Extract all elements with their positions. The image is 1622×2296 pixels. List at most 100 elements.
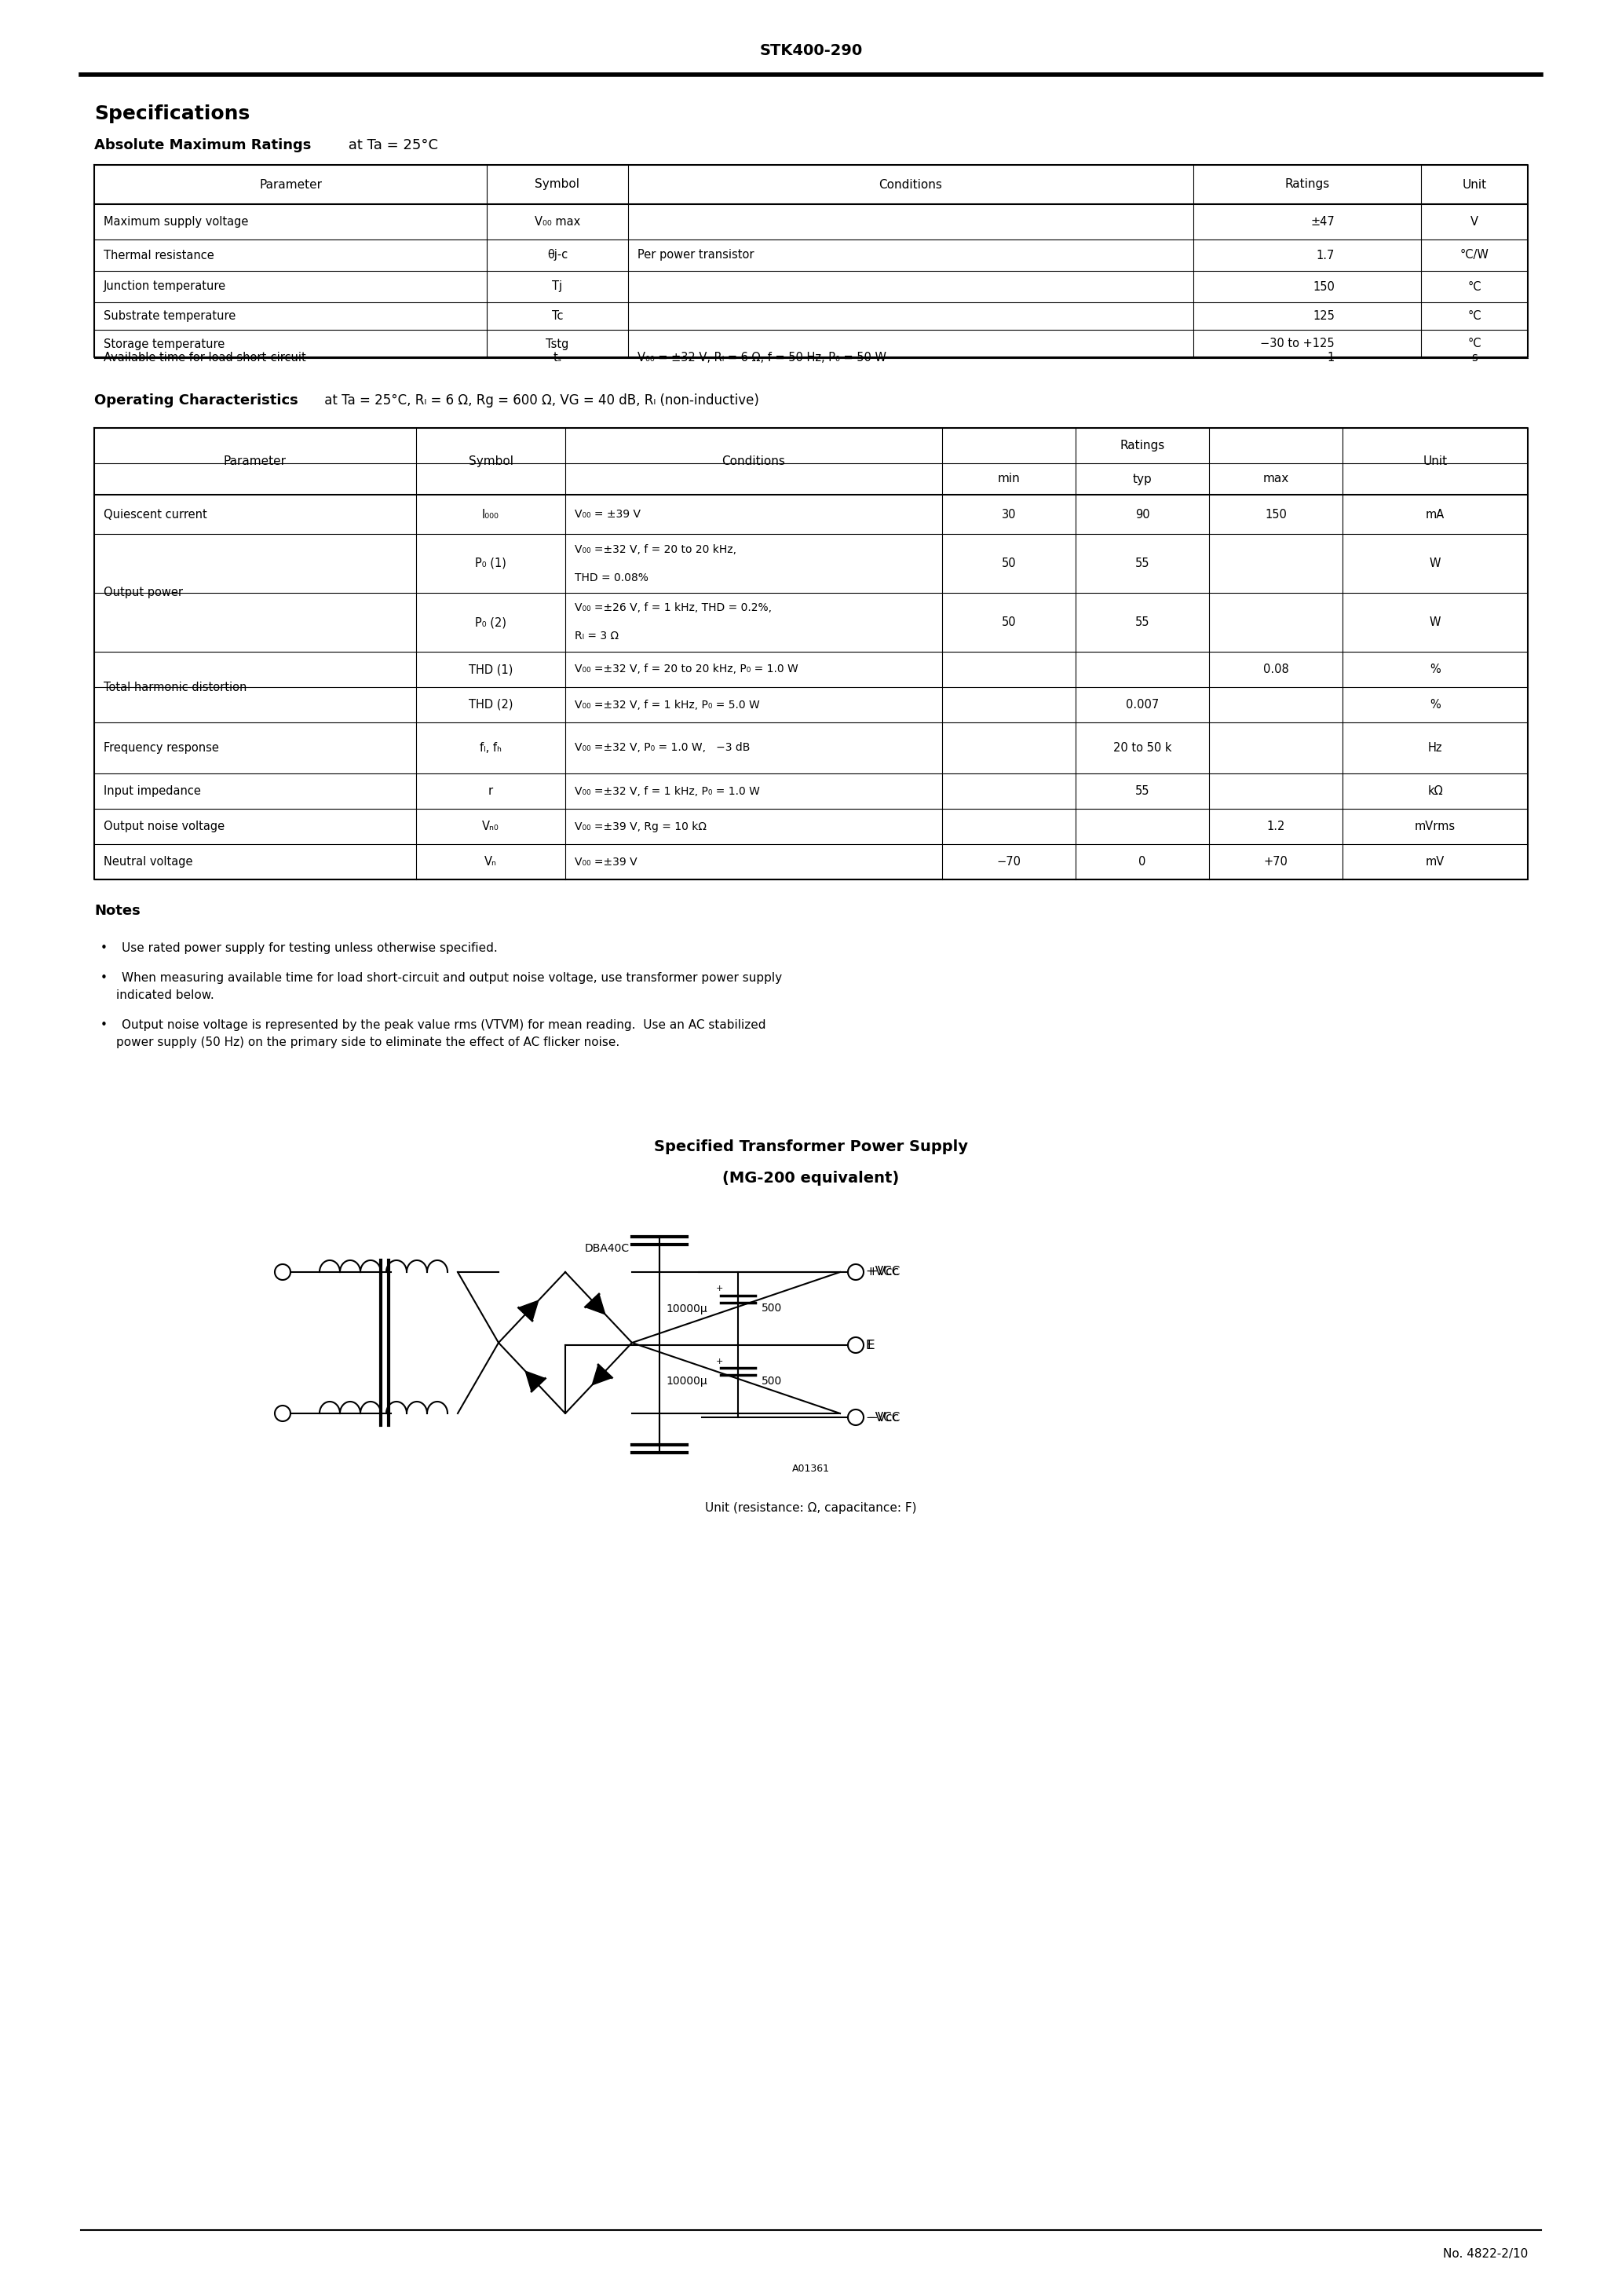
Text: Tstg: Tstg xyxy=(547,338,569,349)
Text: When measuring available time for load short-circuit and output noise voltage, u: When measuring available time for load s… xyxy=(122,971,782,985)
Text: No. 4822-2/10: No. 4822-2/10 xyxy=(1444,2248,1528,2259)
Text: °C: °C xyxy=(1468,280,1481,292)
Text: +: + xyxy=(715,1357,723,1366)
Text: Parameter: Parameter xyxy=(260,179,321,191)
Text: mVrms: mVrms xyxy=(1414,820,1455,833)
Text: Neutral voltage: Neutral voltage xyxy=(104,856,193,868)
Text: +VCC: +VCC xyxy=(865,1265,900,1279)
Text: max: max xyxy=(1262,473,1289,484)
Text: 1.2: 1.2 xyxy=(1267,820,1285,833)
Text: (MG-200 equivalent): (MG-200 equivalent) xyxy=(722,1171,900,1185)
Text: Storage temperature: Storage temperature xyxy=(104,338,225,349)
Text: Output noise voltage is represented by the peak value rms (VTVM) for mean readin: Output noise voltage is represented by t… xyxy=(122,1019,766,1031)
Text: W: W xyxy=(1429,615,1440,629)
Text: •: • xyxy=(101,1019,107,1031)
Text: 50: 50 xyxy=(1001,558,1015,569)
Text: typ: typ xyxy=(1132,473,1152,484)
Text: P₀ (1): P₀ (1) xyxy=(475,558,506,569)
Text: Tj: Tj xyxy=(551,280,563,292)
Text: THD (2): THD (2) xyxy=(469,698,513,712)
Text: V₀₀ =±32 V, f = 1 kHz, P₀ = 5.0 W: V₀₀ =±32 V, f = 1 kHz, P₀ = 5.0 W xyxy=(574,700,759,709)
Text: Junction temperature: Junction temperature xyxy=(104,280,225,292)
Text: •: • xyxy=(101,941,107,955)
Text: θj-c: θj-c xyxy=(547,250,568,262)
Text: Unit (resistance: Ω, capacitance: F): Unit (resistance: Ω, capacitance: F) xyxy=(706,1502,916,1513)
Text: kΩ: kΩ xyxy=(1427,785,1444,797)
Text: Tc: Tc xyxy=(551,310,563,321)
Text: 55: 55 xyxy=(1135,785,1150,797)
Text: −30 to +125: −30 to +125 xyxy=(1260,338,1335,349)
Text: +Vᴄᴄ: +Vᴄᴄ xyxy=(868,1265,899,1279)
Text: r: r xyxy=(488,785,493,797)
Text: STK400-290: STK400-290 xyxy=(759,44,863,57)
Polygon shape xyxy=(592,1364,611,1384)
Polygon shape xyxy=(526,1371,545,1391)
Text: V₀₀ max: V₀₀ max xyxy=(535,216,581,227)
Text: P₀ (2): P₀ (2) xyxy=(475,615,506,629)
Text: 20 to 50 k: 20 to 50 k xyxy=(1113,742,1171,753)
Text: Vₙ: Vₙ xyxy=(485,856,496,868)
Text: %: % xyxy=(1429,664,1440,675)
Text: mA: mA xyxy=(1426,507,1445,521)
Polygon shape xyxy=(519,1300,539,1320)
Text: Vₙ₀: Vₙ₀ xyxy=(482,820,500,833)
Polygon shape xyxy=(586,1295,605,1313)
Text: Thermal resistance: Thermal resistance xyxy=(104,250,214,262)
Text: +70: +70 xyxy=(1264,856,1288,868)
Text: power supply (50 Hz) on the primary side to eliminate the effect of AC flicker n: power supply (50 Hz) on the primary side… xyxy=(117,1035,620,1049)
Text: V₀₀ =±26 V, f = 1 kHz, THD = 0.2%,: V₀₀ =±26 V, f = 1 kHz, THD = 0.2%, xyxy=(574,602,772,613)
Text: Per power transistor: Per power transistor xyxy=(637,250,754,262)
Text: %: % xyxy=(1429,698,1440,712)
Text: mV: mV xyxy=(1426,856,1445,868)
Text: 30: 30 xyxy=(1001,507,1015,521)
Text: 125: 125 xyxy=(1312,310,1335,321)
Text: Operating Characteristics: Operating Characteristics xyxy=(94,393,298,406)
Text: Specifications: Specifications xyxy=(94,103,250,124)
Text: V₀₀ =±32 V, P₀ = 1.0 W,   −3 dB: V₀₀ =±32 V, P₀ = 1.0 W, −3 dB xyxy=(574,742,749,753)
Text: +: + xyxy=(715,1286,723,1293)
Text: V₀₀ =±39 V: V₀₀ =±39 V xyxy=(574,856,637,868)
Text: 10000μ: 10000μ xyxy=(665,1304,707,1313)
Text: Quiescent current: Quiescent current xyxy=(104,507,208,521)
Text: Absolute Maximum Ratings: Absolute Maximum Ratings xyxy=(94,138,311,152)
Text: °C: °C xyxy=(1468,310,1481,321)
Text: Parameter: Parameter xyxy=(224,455,287,466)
Text: Maximum supply voltage: Maximum supply voltage xyxy=(104,216,248,227)
Text: V: V xyxy=(1471,216,1478,227)
Text: V₀₀ = ±32 V, Rₗ = 6 Ω, f = 50 Hz, P₀ = 50 W: V₀₀ = ±32 V, Rₗ = 6 Ω, f = 50 Hz, P₀ = 5… xyxy=(637,351,886,363)
Text: V₀₀ =±32 V, f = 20 to 20 kHz,: V₀₀ =±32 V, f = 20 to 20 kHz, xyxy=(574,544,736,556)
Text: Conditions: Conditions xyxy=(722,455,785,466)
Text: at Ta = 25°C: at Ta = 25°C xyxy=(344,138,438,152)
Text: THD (1): THD (1) xyxy=(469,664,513,675)
Text: min: min xyxy=(998,473,1020,484)
Text: 500: 500 xyxy=(762,1304,782,1313)
Text: Specified Transformer Power Supply: Specified Transformer Power Supply xyxy=(654,1139,968,1155)
Text: Output power: Output power xyxy=(104,588,183,599)
Text: Ratings: Ratings xyxy=(1285,179,1330,191)
Text: −70: −70 xyxy=(996,856,1020,868)
Text: 150: 150 xyxy=(1265,507,1286,521)
Text: Total harmonic distortion: Total harmonic distortion xyxy=(104,682,247,693)
Text: °C/W: °C/W xyxy=(1460,250,1489,262)
Text: Symbol: Symbol xyxy=(469,455,513,466)
Text: 0.007: 0.007 xyxy=(1126,698,1158,712)
Text: V₀₀ =±39 V, Rg = 10 kΩ: V₀₀ =±39 V, Rg = 10 kΩ xyxy=(574,822,707,831)
Text: Unit: Unit xyxy=(1422,455,1447,466)
Text: 90: 90 xyxy=(1135,507,1150,521)
Text: Substrate temperature: Substrate temperature xyxy=(104,310,235,321)
Text: Conditions: Conditions xyxy=(879,179,942,191)
Text: 150: 150 xyxy=(1312,280,1335,292)
Text: W: W xyxy=(1429,558,1440,569)
Text: Symbol: Symbol xyxy=(535,179,579,191)
Text: •: • xyxy=(101,971,107,985)
Text: Output noise voltage: Output noise voltage xyxy=(104,820,224,833)
Text: Available time for load short-circuit: Available time for load short-circuit xyxy=(104,351,307,363)
Text: 1.7: 1.7 xyxy=(1317,250,1335,262)
Text: 55: 55 xyxy=(1135,615,1150,629)
Text: V₀₀ =±32 V, f = 1 kHz, P₀ = 1.0 W: V₀₀ =±32 V, f = 1 kHz, P₀ = 1.0 W xyxy=(574,785,759,797)
Text: 0: 0 xyxy=(1139,856,1147,868)
Text: Input impedance: Input impedance xyxy=(104,785,201,797)
Text: I₀₀₀: I₀₀₀ xyxy=(482,507,500,521)
Text: °C: °C xyxy=(1468,338,1481,349)
Text: indicated below.: indicated below. xyxy=(117,990,214,1001)
